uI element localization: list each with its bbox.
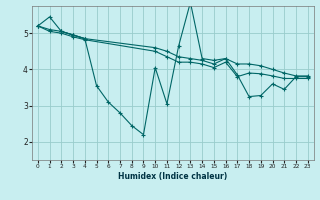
X-axis label: Humidex (Indice chaleur): Humidex (Indice chaleur) [118, 172, 228, 181]
